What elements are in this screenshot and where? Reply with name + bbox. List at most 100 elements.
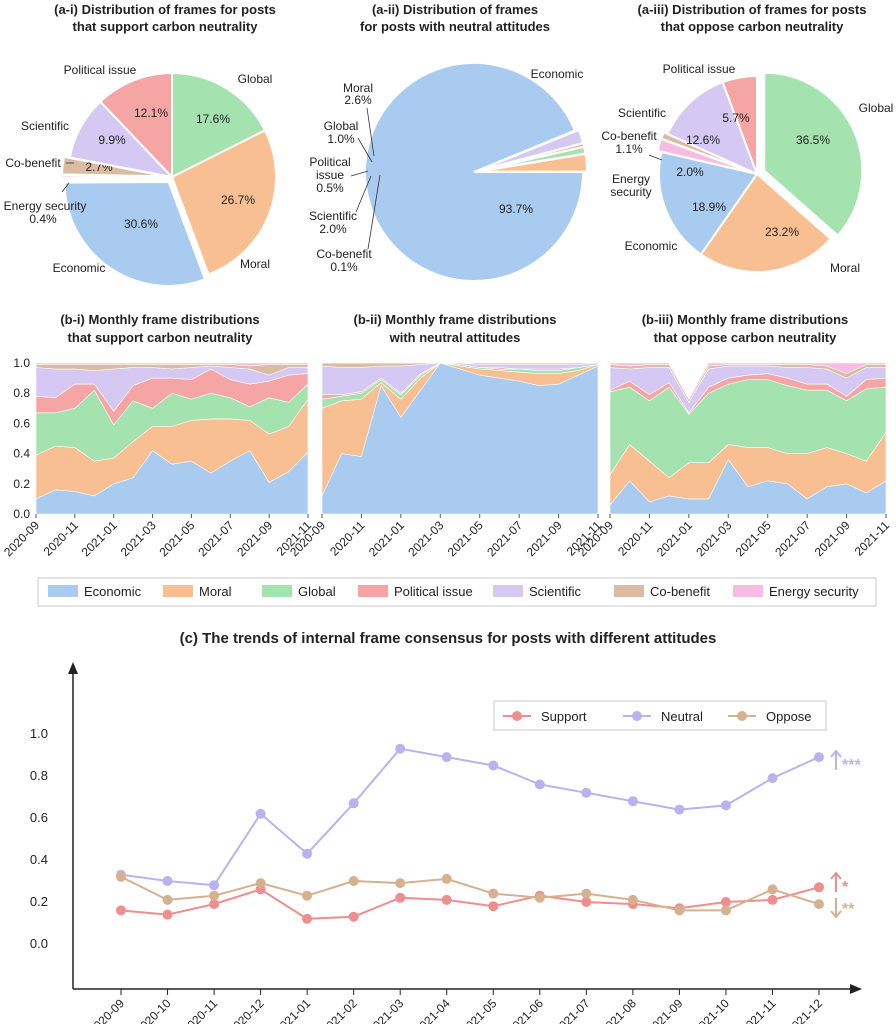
line-point-neutral — [767, 773, 778, 784]
line-point-neutral — [209, 880, 220, 891]
pie-leader-energy-security — [61, 182, 70, 193]
legend-swatch-energy-security — [733, 585, 763, 597]
area-x-tick-label: 2021-03 — [118, 518, 159, 559]
pie-label-moral: Moral — [240, 257, 270, 271]
line-x-tick-label: 2020-10 — [133, 996, 174, 1024]
line-point-oppose — [441, 873, 452, 884]
pie-value-global: 1.0% — [327, 132, 355, 146]
pie-label-economic: Economic — [53, 261, 106, 275]
legend-c-label-oppose: Oppose — [766, 709, 812, 724]
pie-leader-global — [357, 137, 373, 163]
line-point-oppose — [814, 899, 824, 910]
pie-label-political-issue: Political issue — [64, 63, 137, 77]
pie-label-energy-security: Energy security — [4, 199, 87, 213]
line-point-oppose — [627, 894, 638, 905]
line-point-neutral — [627, 796, 638, 807]
line-point-neutral — [674, 804, 685, 815]
line-x-tick-label: 2021-04 — [412, 996, 453, 1024]
area-y-tick-label: 0.4 — [13, 447, 30, 461]
pie-label-global: Global — [859, 101, 894, 115]
line-point-neutral — [488, 760, 499, 771]
y-axis-arrow-icon — [68, 662, 78, 674]
pie-label-scientific: Scientific — [618, 106, 666, 120]
line-point-support — [720, 897, 731, 907]
line-point-support — [395, 892, 406, 903]
pie-label-global: Global — [324, 119, 359, 133]
legend-label-co-benefit: Co-benefit — [650, 584, 710, 599]
area-y-tick-label: 0.8 — [13, 386, 30, 400]
pie-slice-economic — [63, 180, 207, 287]
pie-slice-moral — [170, 129, 277, 276]
line-point-neutral — [302, 848, 313, 859]
legend-label-political-issue: Political issue — [394, 584, 473, 599]
pie-leader-moral — [366, 107, 375, 157]
line-y-tick-label: 1.0 — [30, 726, 48, 741]
pie-a-iii-title-line1: (a-iii) Distribution of frames for posts — [638, 2, 867, 17]
line-point-support — [581, 897, 592, 907]
line-c-title: (c) The trends of internal frame consens… — [180, 630, 717, 647]
line-point-support — [116, 905, 126, 916]
area-x-tick-label: 2021-03 — [405, 518, 446, 559]
area-x-tick-label: 2021-11 — [852, 518, 893, 559]
trend-arrowhead-icon — [830, 871, 842, 880]
pie-slice-moral — [699, 172, 832, 273]
line-point-support — [814, 882, 824, 893]
line-x-tick-label: 2020-12 — [226, 996, 267, 1024]
pie-value-energy-security: 2.0% — [676, 165, 704, 179]
line-x-tick-label: 2021-10 — [691, 996, 732, 1024]
pie-label-co-benefit: Co-benefit — [5, 156, 61, 170]
legend-label-energy-security: Energy security — [769, 584, 859, 599]
line-point-neutral — [162, 876, 173, 886]
line-series-neutral — [120, 747, 820, 887]
line-x-tick-label: 2020-11 — [180, 996, 221, 1024]
pie-value-moral: 2.6% — [344, 93, 372, 107]
line-x-tick-label: 2021-08 — [598, 996, 639, 1024]
line-x-tick-label: 2021-01 — [272, 996, 313, 1024]
area-x-tick-label: 2021-03 — [693, 518, 734, 559]
trend-arrowhead-icon — [830, 910, 842, 919]
line-y-tick-label: 0.4 — [30, 852, 48, 867]
pie-label-energy-security-part2: security — [610, 185, 651, 199]
pie-value-scientific: 12.6% — [686, 133, 720, 147]
line-x-tick-label: 2021-11 — [738, 996, 779, 1024]
pie-a-ii-title-line1: (a-ii) Distribution of frames — [372, 2, 538, 17]
area-b-ii-title-line2: with neutral attitudes — [389, 330, 521, 345]
legend-swatch-scientific — [493, 585, 523, 597]
pie-label-political-issue-part1: Political — [309, 155, 350, 169]
pie-slice-global — [171, 71, 267, 179]
pie-label-moral: Moral — [343, 81, 373, 95]
line-point-support — [767, 894, 778, 905]
line-point-neutral — [441, 752, 452, 763]
area-b-iii-title-line2: that oppose carbon neutrality — [654, 330, 838, 345]
area-b-ii-title-line1: (b-ii) Monthly frame distributions — [354, 312, 557, 327]
line-point-neutral — [348, 798, 359, 809]
area-b-i-title-line2: that support carbon neutrality — [68, 330, 254, 345]
pie-label-scientific: Scientific — [21, 119, 69, 133]
line-point-oppose — [674, 905, 685, 916]
pie-chart-a-i: 17.6% Global 26.7% Moral 30.6% Economic Energy… — [4, 63, 277, 287]
area-x-tick-label: 2021-05 — [733, 518, 774, 559]
legend-label-moral: Moral — [199, 584, 232, 599]
area-y-tick-label: 1.0 — [13, 356, 30, 370]
legend-c-frame — [493, 700, 827, 731]
legend-b: Economic Moral Global Political issue Scient… — [48, 584, 859, 599]
pie-leader-co-benefit — [367, 174, 381, 250]
legend-c-label-support: Support — [541, 709, 587, 724]
pie-leader-co-benefit — [648, 154, 663, 161]
pie-label-co-benefit: Co-benefit — [316, 247, 372, 261]
pie-value-co-benefit: 0.1% — [330, 260, 358, 274]
line-x-tick-label: 2021-02 — [319, 996, 360, 1024]
pie-label-political-issue-part2: issue — [316, 168, 344, 182]
line-y-tick-label: 0.2 — [30, 894, 48, 909]
line-point-support — [441, 894, 452, 905]
line-point-oppose — [348, 876, 359, 886]
legend-swatch-economic — [48, 585, 78, 597]
pie-value-economic: 30.6% — [124, 217, 158, 231]
pie-value-political-issue: 0.5% — [316, 181, 344, 195]
line-point-support — [209, 899, 220, 910]
pie-label-political-issue: Political issue — [663, 62, 736, 76]
trend-arrowhead-icon — [830, 749, 842, 758]
pie-value-political-issue: 12.1% — [134, 106, 168, 120]
line-point-oppose — [302, 890, 313, 901]
